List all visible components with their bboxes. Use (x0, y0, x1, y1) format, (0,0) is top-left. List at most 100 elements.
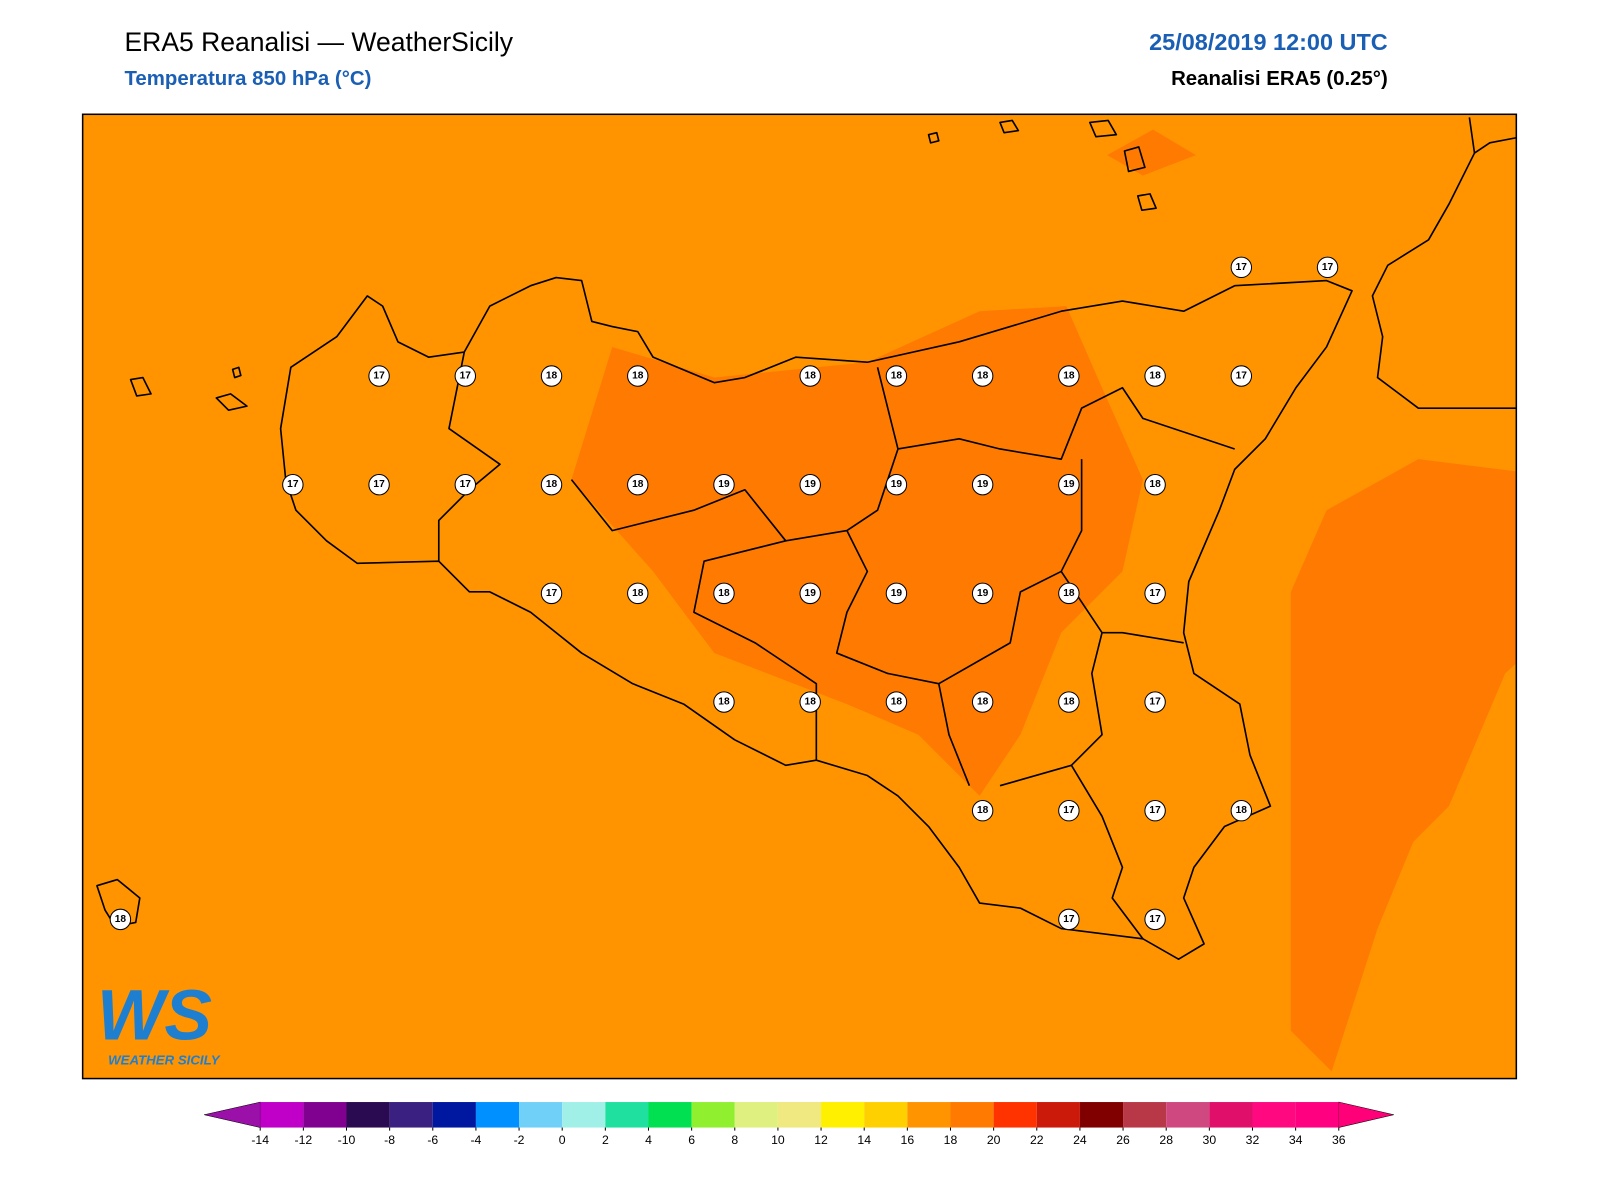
colorbar-label: 20 (987, 1133, 1001, 1147)
station-marker (540, 473, 563, 496)
source: Reanalisi ERA5 (0.25°) (1171, 68, 1388, 90)
colorbar-segment (389, 1102, 433, 1128)
subtitle: Temperatura 850 hPa (°C) (124, 68, 371, 90)
station-marker (368, 473, 390, 496)
colorbar-label: 8 (731, 1133, 738, 1147)
station-marker (1144, 473, 1166, 496)
station-marker (1058, 473, 1080, 496)
station-marker (1058, 691, 1080, 713)
colorbar-label: -12 (295, 1133, 313, 1147)
colorbar-segment (303, 1102, 347, 1128)
colorbar-label: 28 (1159, 1133, 1173, 1147)
station-marker (713, 691, 735, 713)
station-marker (971, 473, 994, 496)
colorbar-label: 36 (1332, 1133, 1346, 1147)
colorbar-label: 24 (1073, 1133, 1087, 1147)
station-value: 17 (1063, 914, 1075, 925)
station-marker (1058, 800, 1080, 822)
colorbar-segment (1252, 1102, 1296, 1128)
station-value: 18 (891, 371, 903, 382)
islands (96, 119, 1157, 928)
colorbar-label: 4 (645, 1133, 652, 1147)
station-marker (713, 582, 735, 605)
station-value: 19 (1063, 479, 1075, 490)
logo-mark: WS (97, 975, 212, 1055)
station-marker (799, 582, 821, 605)
station-value: 17 (460, 479, 472, 490)
station-value: 18 (632, 479, 644, 490)
station-marker (799, 365, 821, 387)
colorbar-segment (1295, 1102, 1339, 1128)
colorbar-segment (777, 1102, 822, 1128)
station-value: 17 (1063, 805, 1075, 816)
station-value: 19 (977, 479, 989, 490)
colorbar-segment (260, 1102, 304, 1128)
title: ERA5 Reanalisi — WeatherSicily (124, 27, 513, 57)
station-value: 18 (546, 479, 558, 490)
map-frame (81, 113, 1518, 1080)
colorbar-segment (605, 1102, 649, 1128)
station-value: 18 (1149, 479, 1161, 490)
station-marker (627, 473, 649, 496)
station-value: 17 (287, 479, 299, 490)
station-value: 18 (115, 914, 127, 925)
station-value: 17 (1236, 371, 1248, 382)
colorbar-segment (1123, 1102, 1167, 1128)
colorbar-label: 26 (1116, 1133, 1130, 1147)
station-marker (885, 365, 908, 387)
station-marker (540, 365, 563, 387)
station-marker (109, 908, 132, 931)
colorbar-segment (864, 1102, 908, 1128)
station-value: 17 (1236, 262, 1248, 273)
colorbar-segment (1209, 1102, 1253, 1128)
station-marker (971, 691, 994, 713)
station-marker (1144, 691, 1166, 713)
station-value: 17 (373, 371, 385, 382)
colorbar-segment (475, 1102, 520, 1128)
datetime: 25/08/2019 12:00 UTC (1149, 29, 1388, 55)
station-marker (627, 582, 649, 605)
station-value: 17 (1149, 805, 1161, 816)
station-marker (1230, 365, 1253, 387)
colorbar-segment (1079, 1102, 1124, 1128)
colorbar-label: -14 (251, 1133, 269, 1147)
station-value: 17 (373, 479, 385, 490)
colorbar-label: -6 (427, 1133, 438, 1147)
station-marker (368, 365, 390, 387)
station-value: 17 (1149, 914, 1161, 925)
colorbar-segment (691, 1102, 735, 1128)
station-marker (1144, 365, 1166, 387)
station-marker (1058, 582, 1080, 605)
station-value: 18 (632, 371, 644, 382)
station-value: 18 (632, 588, 644, 599)
colorbar-segment (734, 1102, 778, 1128)
colorbar-label: -2 (514, 1133, 525, 1147)
colorbar-label: 6 (688, 1133, 695, 1147)
station-value: 18 (977, 805, 989, 816)
colorbar-segment (648, 1102, 692, 1128)
station-marker (971, 800, 994, 822)
colorbar: -14 -12 -10 -8 -6 -4 -2 0 2 4 6 8 10 12 14 16 18 20 22 24 26… (204, 1101, 1394, 1147)
station-value: 18 (1063, 697, 1075, 708)
colorbar-label: 14 (857, 1133, 871, 1147)
station-marker (1144, 582, 1166, 605)
colorbar-segment (519, 1102, 563, 1128)
field-region (1290, 459, 1517, 1072)
station-value: 19 (891, 588, 903, 599)
station-value: 19 (891, 479, 903, 490)
colorbar-label: 18 (944, 1133, 958, 1147)
station-value: 19 (805, 479, 817, 490)
colorbar-label: -10 (338, 1133, 356, 1147)
colorbar-label: 10 (771, 1133, 785, 1147)
station-marker (885, 582, 908, 605)
colorbar-label: -4 (470, 1133, 481, 1147)
station-marker (454, 365, 477, 387)
station-value: 18 (1236, 805, 1248, 816)
map: 17 17 17 17 18 18 18 18 18 18 18 17 17 17 17 18 18 19 19 19… (81, 113, 1518, 1080)
station-value: 19 (977, 588, 989, 599)
province-borders (437, 351, 1235, 940)
station-marker (971, 365, 994, 387)
station-value: 18 (977, 371, 989, 382)
colorbar-segment (821, 1102, 865, 1128)
station-marker (713, 473, 735, 496)
